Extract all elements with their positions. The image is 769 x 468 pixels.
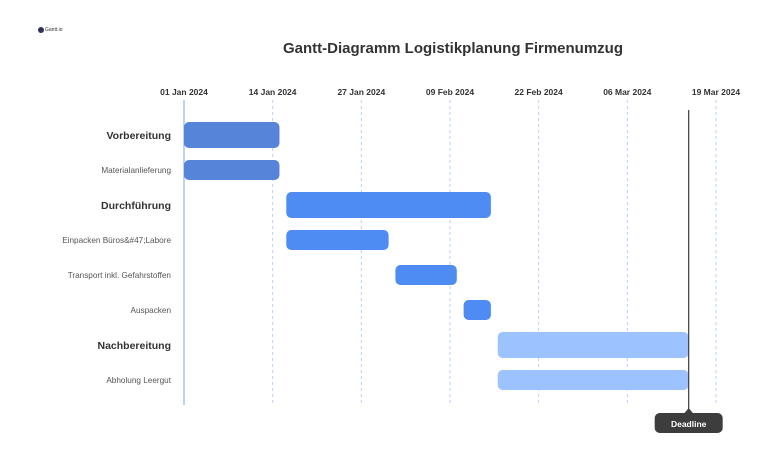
logo-text: Gantt.io <box>45 27 63 33</box>
chart-title: Gantt-Diagramm Logistikplanung Firmenumz… <box>283 40 623 57</box>
deadline-label: Deadline <box>671 419 707 429</box>
deadline-marker: Deadline <box>654 110 723 433</box>
tick-label: 01 Jan 2024 <box>160 87 208 97</box>
deadline-box <box>654 413 723 433</box>
brand-logo: Gantt.io <box>38 26 63 34</box>
task-bar <box>395 265 457 285</box>
tick-label: 09 Feb 2024 <box>426 87 474 97</box>
time-axis: 01 Jan 2024 14 Jan 2024 27 Jan 2024 09 Feb … <box>160 87 740 97</box>
tick-label: 19 Mar 2024 <box>692 87 740 97</box>
tick-label: 27 Jan 2024 <box>337 87 385 97</box>
task-label: Nachbereitung <box>97 340 171 352</box>
task-label: Auspacken <box>130 306 171 315</box>
tick-label: 06 Mar 2024 <box>603 87 651 97</box>
task-bar <box>286 192 491 218</box>
deadline-pointer <box>683 408 694 414</box>
tick-label: 14 Jan 2024 <box>249 87 297 97</box>
logo-icon <box>38 27 44 33</box>
task-bar <box>184 160 280 180</box>
task-labels: Vorbereitung Materialanlieferung Durchführ… <box>62 130 172 385</box>
task-label: Abholung Leergut <box>106 376 171 385</box>
task-label: Materialanlieferung <box>101 166 171 175</box>
task-label: Einpacken Büros&#47;Labore <box>62 236 171 245</box>
task-bar <box>286 230 389 250</box>
tick-label: 22 Feb 2024 <box>515 87 563 97</box>
task-bar <box>184 122 280 148</box>
task-bar <box>497 370 689 390</box>
task-bar <box>463 300 491 320</box>
task-label: Vorbereitung <box>106 130 171 142</box>
task-bars <box>184 122 689 390</box>
task-bar <box>497 332 689 358</box>
task-label: Durchführung <box>101 200 171 212</box>
task-label: Transport inkl. Gefahrstoffen <box>68 271 172 280</box>
